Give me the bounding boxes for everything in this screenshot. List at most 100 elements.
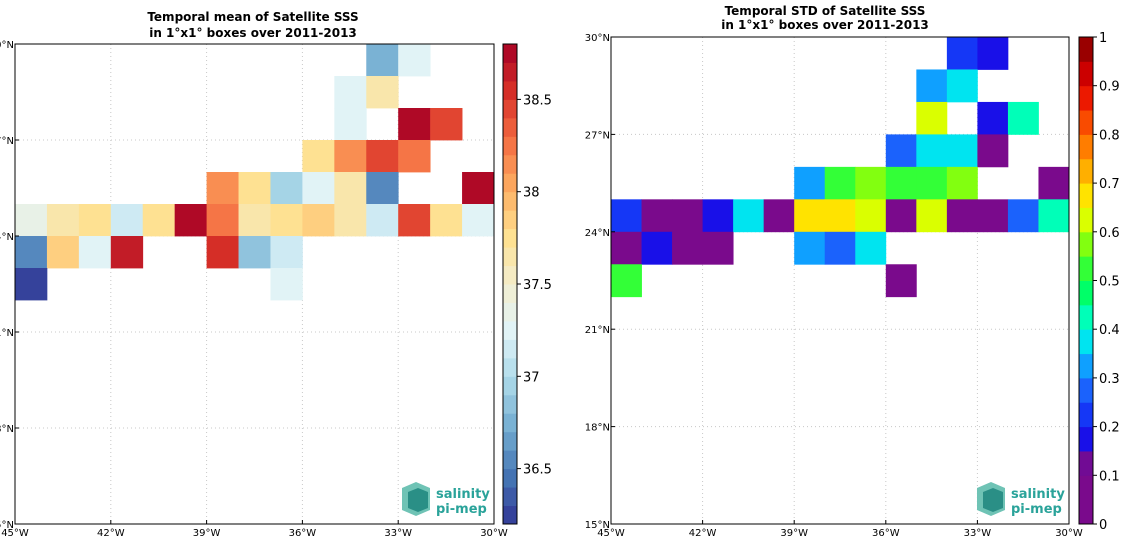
heatmap-cell [885,134,917,168]
colorbar-swatch [503,394,517,414]
heatmap-cells [611,37,1070,298]
colorbar-swatch [1079,402,1093,428]
colorbar-swatch [1079,499,1093,525]
heatmap-cell [1007,101,1039,135]
logo-text-salinity: salinity [1011,487,1065,502]
heatmap-cell [430,204,463,237]
heatmap-cell [885,166,917,200]
heatmap-cell [1038,199,1070,233]
heatmap-cell [462,204,495,237]
heatmap-cell [398,108,431,141]
colorbar-tick-label: 0.4 [1099,323,1120,338]
heatmap-cell [15,268,48,301]
colorbar-swatch [503,154,517,174]
heatmap-cell [238,204,271,237]
heatmap-cell [1007,199,1039,233]
y-tick-label: 24°N [585,228,610,239]
heatmap-cell [270,268,303,301]
mean-sss-panel: Temporal mean of Satellite SSS in 1°x1° … [0,10,552,539]
heatmap-cell [366,204,399,237]
heatmap-cell [238,172,271,205]
heatmap-cell [702,199,734,233]
heatmap-cell [430,108,463,141]
colorbar-tick-label: 37 [523,370,540,385]
colorbar-tick-label: 0.5 [1099,275,1120,290]
colorbar-swatch [1079,426,1093,452]
heatmap-cell [946,134,978,168]
heatmap-cell [824,231,856,265]
colorbar-swatch [503,62,517,82]
heatmap-cell [78,236,112,269]
colorbar-swatch [503,468,517,488]
heatmap-cell [1038,166,1070,200]
colorbar-tick-label: 0.6 [1099,226,1120,241]
heatmap-cell [15,236,48,269]
heatmap-cell [302,204,335,237]
colorbar-swatch [503,487,517,507]
heatmap-cells [15,44,495,301]
heatmap-cell [366,76,399,109]
colorbar-swatch [1079,475,1093,501]
colorbar-tick-label: 38 [523,186,540,201]
heatmap-cell [398,204,431,237]
heatmap-cell [641,199,673,233]
colorbar-swatch [1079,207,1093,233]
colorbar-swatch [1079,353,1093,379]
heatmap-cell [270,172,303,205]
y-axis: 15°N 18°N 21°N 24°N 27°N 30°N [0,40,19,531]
heatmap-cell [794,231,826,265]
colorbar-tick-label: 0 [1099,518,1107,533]
heatmap-cell [946,166,978,200]
heatmap-cell [46,236,80,269]
chart-title-line1: Temporal STD of Satellite SSS [725,4,926,18]
colorbar-tick-label: 0.1 [1099,469,1120,484]
y-tick-label: 30°N [0,40,14,51]
colorbar-swatch [503,450,517,470]
colorbar-swatch [503,136,517,156]
chart-title-line1: Temporal mean of Satellite SSS [147,10,358,24]
colorbar-swatch [503,173,517,193]
heatmap-cell [672,231,703,265]
heatmap-cell [702,231,734,265]
plot-frame [14,43,495,525]
x-tick-label: 30°W [1055,528,1083,539]
y-tick-label: 27°N [0,136,14,147]
colorbar-swatch [503,80,517,100]
y-tick-label: 27°N [585,130,610,141]
heatmap-cell [398,44,431,77]
colorbar-swatch [503,99,517,119]
heatmap-cell [334,172,367,205]
colorbar-swatch [1079,158,1093,184]
heatmap-cell [110,236,144,269]
heatmap-cell [916,101,948,135]
x-tick-label: 36°W [289,528,317,539]
heatmap-cell [977,199,1009,233]
x-tick-label: 42°W [689,528,717,539]
x-tick-label: 39°W [780,528,808,539]
y-tick-label: 21°N [585,325,610,336]
heatmap-cell [334,140,367,173]
x-tick-label: 30°W [480,528,508,539]
y-tick-label: 15°N [0,520,14,531]
heatmap-cell [46,204,80,237]
heatmap-cell [270,236,303,269]
heatmap-cell [611,231,642,265]
heatmap-cell [238,236,271,269]
heatmap-cell [946,37,978,70]
heatmap-cell [334,204,367,237]
colorbar-swatch [503,376,517,396]
colorbar-swatch [503,320,517,340]
heatmap-cell [946,199,978,233]
colorbar-swatch [503,228,517,248]
heatmap-cell [110,204,144,237]
colorbar-tick-label: 38.5 [523,93,552,108]
heatmap-cell [855,231,887,265]
colorbar-swatch [1079,110,1093,135]
heatmap-cell [270,204,303,237]
x-tick-label: 45°W [597,528,625,539]
logo-text-pimep: pi-mep [436,502,487,517]
colorbar-tick-label: 0.9 [1099,80,1120,95]
